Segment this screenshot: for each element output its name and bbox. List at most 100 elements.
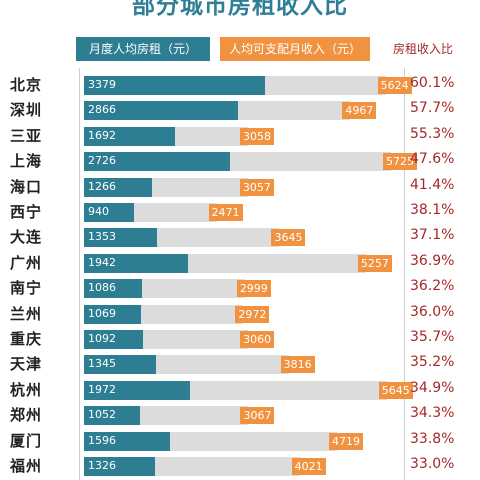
- rent-bar: [84, 228, 157, 248]
- income-value-label: 3058: [239, 127, 274, 145]
- table-row: 厦门 1596 4719 33.8%: [0, 428, 480, 453]
- rent-value-label: 1266: [88, 179, 116, 193]
- city-label: 兰州: [10, 304, 43, 323]
- city-label: 三亚: [10, 126, 43, 145]
- income-value-label: 2471: [208, 204, 243, 221]
- rent-bar: [84, 101, 238, 121]
- legend-income: 人均可支配月收入（元）: [220, 37, 370, 61]
- rent-value-label: 1092: [88, 332, 116, 345]
- table-row: 北京 3379 5624 60.1%: [0, 72, 480, 97]
- legend-ratio: 房租收入比: [393, 42, 454, 56]
- table-row: 南宁 1086 2999 36.2%: [0, 275, 480, 300]
- income-value-label: 4967: [342, 102, 377, 120]
- axis-divider: [79, 68, 80, 480]
- income-value-label: 3816: [280, 356, 315, 374]
- rent-bar: [84, 355, 157, 375]
- ratio-label: 41.4%: [410, 176, 455, 193]
- ratio-label: 57.7%: [410, 100, 455, 117]
- rent-value-label: 1942: [88, 255, 116, 269]
- rent-value-label: 1692: [88, 128, 116, 142]
- ratio-label: 36.0%: [410, 303, 455, 320]
- rent-bar: [84, 177, 152, 197]
- rent-bar: [84, 304, 142, 324]
- table-row: 天津 1345 3816 35.2%: [0, 351, 480, 376]
- table-row: 郑州 1052 3067 34.3%: [0, 402, 480, 427]
- city-label: 北京: [10, 76, 43, 94]
- income-value-label: 4021: [291, 458, 326, 475]
- city-label: 郑州: [10, 406, 43, 425]
- income-value-label: 5624: [377, 77, 412, 94]
- rent-bar: [84, 76, 266, 95]
- income-value-label: 3067: [240, 407, 275, 425]
- ratio-label: 33.0%: [410, 456, 455, 472]
- city-label: 海口: [10, 177, 43, 196]
- income-value-label: 2999: [236, 280, 271, 298]
- table-row: 上海 2726 5725 47.6%: [0, 148, 480, 173]
- ratio-label: 47.6%: [410, 151, 455, 168]
- rent-bar: [84, 203, 135, 222]
- table-row: 福州 1326 4021 33.0%: [0, 453, 480, 478]
- rent-value-label: 2866: [88, 103, 116, 117]
- rent-value-label: 1069: [88, 306, 116, 320]
- city-label: 重庆: [10, 330, 43, 348]
- ratio-label: 37.1%: [410, 227, 455, 244]
- city-label: 南宁: [10, 279, 43, 298]
- rent-bar: [84, 457, 156, 476]
- ratio-label: 34.9%: [410, 379, 455, 396]
- rent-value-label: 1596: [88, 433, 116, 447]
- ratio-label: 60.1%: [410, 75, 455, 91]
- table-row: 兰州 1069 2972 36.0%: [0, 301, 480, 326]
- city-label: 福州: [10, 457, 43, 475]
- city-label: 上海: [10, 152, 43, 171]
- income-value-label: 5725: [383, 153, 417, 171]
- table-row: 杭州 1972 5645 34.9%: [0, 377, 480, 402]
- city-label: 广州: [10, 253, 43, 272]
- income-value-label: 2972: [235, 305, 270, 323]
- ratio-label: 38.1%: [410, 202, 455, 218]
- income-value-label: 3645: [271, 229, 306, 247]
- table-row: 深圳 2866 4967 57.7%: [0, 97, 480, 122]
- rent-value-label: 1326: [88, 459, 116, 472]
- income-value-label: 4719: [329, 432, 364, 450]
- chart-title: 部分城市房租收入比: [132, 0, 348, 19]
- rent-value-label: 1086: [88, 281, 116, 295]
- income-value-label: 3060: [240, 331, 275, 348]
- table-row: 大连 1353 3645 37.1%: [0, 224, 480, 249]
- rent-bar: [84, 380, 190, 400]
- rent-value-label: 2726: [88, 154, 116, 168]
- rent-bar: [84, 279, 143, 299]
- rent-value-label: 940: [88, 205, 109, 218]
- city-label: 大连: [10, 228, 43, 247]
- income-value-label: 5257: [357, 254, 392, 272]
- rent-bar: [84, 126, 175, 146]
- table-row: 海口 1266 3057 41.4%: [0, 174, 480, 199]
- table-row: 三亚 1692 3058 55.3%: [0, 123, 480, 148]
- ratio-label: 36.9%: [410, 252, 455, 269]
- table-row: 西宁 940 2471 38.1%: [0, 199, 480, 224]
- ratio-label: 35.2%: [410, 354, 455, 371]
- city-label: 深圳: [10, 101, 43, 120]
- rent-bar: [84, 431, 170, 451]
- table-row: 广州 1942 5257 36.9%: [0, 250, 480, 275]
- rent-value-label: 1972: [88, 382, 116, 396]
- city-label: 厦门: [10, 431, 43, 450]
- ratio-divider: [404, 68, 405, 480]
- ratio-label: 35.7%: [410, 329, 455, 345]
- legend-rent: 月度人均房租（元）: [76, 37, 210, 61]
- ratio-label: 34.3%: [410, 405, 455, 422]
- ratio-label: 55.3%: [410, 125, 455, 142]
- table-row: 重庆 1092 3060 35.7%: [0, 326, 480, 351]
- city-label: 杭州: [10, 380, 43, 399]
- ratio-label: 33.8%: [410, 430, 455, 447]
- city-label: 西宁: [10, 203, 43, 221]
- rent-value-label: 1052: [88, 408, 116, 422]
- rent-bar: [84, 330, 143, 349]
- rent-bar: [84, 253, 189, 273]
- income-value-label: 5645: [378, 381, 413, 399]
- rent-value-label: 1353: [88, 230, 116, 244]
- income-value-label: 3057: [239, 178, 274, 196]
- rent-bar: [84, 406, 141, 426]
- rent-value-label: 1345: [88, 357, 116, 371]
- rent-value-label: 3379: [88, 78, 116, 91]
- rent-bar: [84, 152, 231, 172]
